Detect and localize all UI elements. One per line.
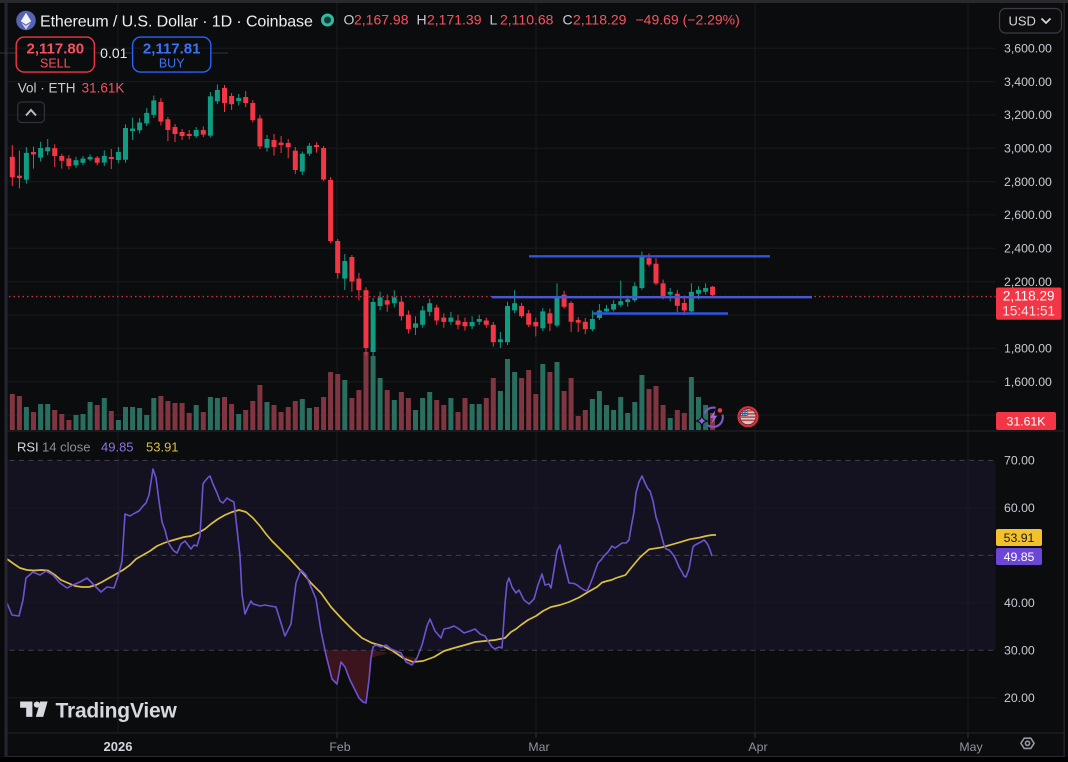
svg-text:40.00: 40.00 <box>1004 596 1035 610</box>
svg-text:60.00: 60.00 <box>1004 501 1035 515</box>
svg-text:2026: 2026 <box>104 739 133 754</box>
svg-text:L: L <box>490 12 498 28</box>
svg-text:3,200.00: 3,200.00 <box>1004 108 1052 122</box>
svg-text:Vol · ETH: Vol · ETH <box>18 81 76 96</box>
svg-text:14 close: 14 close <box>42 440 90 455</box>
svg-text:−49.69 (−2.29%): −49.69 (−2.29%) <box>636 12 740 28</box>
svg-text:2,118.29: 2,118.29 <box>573 12 627 28</box>
svg-text:2,200.00: 2,200.00 <box>1004 275 1052 289</box>
svg-text:3,000.00: 3,000.00 <box>1004 141 1052 155</box>
svg-text:2,600.00: 2,600.00 <box>1004 208 1052 222</box>
svg-text:C: C <box>563 12 573 28</box>
svg-text:1,600.00: 1,600.00 <box>1004 375 1052 389</box>
svg-text:3,400.00: 3,400.00 <box>1004 75 1052 89</box>
svg-text:H: H <box>417 12 427 28</box>
svg-text:2,118.29: 2,118.29 <box>1003 289 1055 304</box>
svg-text:31.61K: 31.61K <box>82 81 125 96</box>
svg-text:BUY: BUY <box>159 57 185 71</box>
svg-text:May: May <box>959 740 983 754</box>
svg-text:2,171.39: 2,171.39 <box>427 12 482 28</box>
svg-text:49.85: 49.85 <box>101 440 134 455</box>
svg-text:49.85: 49.85 <box>1004 550 1035 564</box>
svg-text:2,167.98: 2,167.98 <box>354 12 409 28</box>
svg-text:Feb: Feb <box>329 740 350 754</box>
svg-text:2,117.81: 2,117.81 <box>143 41 201 58</box>
svg-text:1,800.00: 1,800.00 <box>1004 342 1052 356</box>
svg-text:20.00: 20.00 <box>1004 691 1035 705</box>
svg-text:3,600.00: 3,600.00 <box>1004 41 1052 55</box>
svg-text:53.91: 53.91 <box>146 440 179 455</box>
svg-text:53.91: 53.91 <box>1004 531 1035 545</box>
svg-text:2,800.00: 2,800.00 <box>1004 175 1052 189</box>
svg-text:15:41:51: 15:41:51 <box>1002 304 1055 319</box>
svg-text:SELL: SELL <box>40 57 71 71</box>
svg-text:2,117.80: 2,117.80 <box>27 41 85 58</box>
svg-text:Mar: Mar <box>528 740 549 754</box>
svg-text:0.01: 0.01 <box>100 45 127 61</box>
svg-text:Apr: Apr <box>748 740 767 754</box>
svg-text:Ethereum / U.S. Dollar · 1D ·: Ethereum / U.S. Dollar · 1D · Coinbase <box>40 14 313 31</box>
svg-text:31.61K: 31.61K <box>1007 415 1047 429</box>
svg-text:RSI: RSI <box>17 440 39 455</box>
svg-text:TradingView: TradingView <box>56 700 178 723</box>
svg-text:30.00: 30.00 <box>1004 644 1035 658</box>
svg-text:2,110.68: 2,110.68 <box>500 12 554 28</box>
svg-text:2,400.00: 2,400.00 <box>1004 242 1052 256</box>
svg-text:USD: USD <box>1009 14 1036 29</box>
svg-text:O: O <box>344 12 355 28</box>
svg-text:70.00: 70.00 <box>1004 454 1035 468</box>
